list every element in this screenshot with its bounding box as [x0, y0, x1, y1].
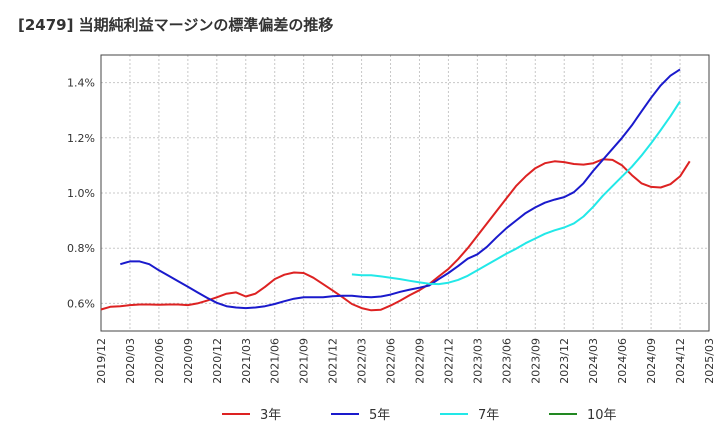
y-tick-label: 0.8% — [67, 242, 95, 255]
x-axis: 2019/12 2020/03 2020/06 2020/09 2020/12 2021/… — [95, 338, 716, 384]
legend-label: 10年 — [587, 408, 617, 423]
x-tick-label: 2024/12 — [674, 338, 687, 384]
x-tick-label: 2020/06 — [153, 338, 166, 384]
y-tick-label: 1.0% — [67, 187, 95, 200]
x-tick-label: 2020/03 — [124, 338, 137, 384]
grid — [101, 55, 709, 331]
plot-frame — [100, 54, 710, 332]
series-line-1 — [100, 158, 691, 312]
x-tick-label: 2023/03 — [471, 338, 484, 384]
y-tick-label: 1.2% — [67, 132, 95, 145]
x-tick-label: 2021/06 — [269, 338, 282, 384]
legend-label: 3年 — [260, 408, 281, 423]
x-tick-label: 2021/12 — [327, 338, 340, 384]
x-tick-label: 2022/03 — [356, 338, 369, 384]
x-tick-label: 2022/09 — [413, 338, 426, 384]
x-tick-label: 2024/03 — [587, 338, 600, 384]
series-layer — [100, 68, 691, 312]
x-tick-label: 2022/06 — [385, 338, 398, 384]
legend-label: 5年 — [369, 408, 390, 423]
x-tick-label: 2023/12 — [558, 338, 571, 384]
y-axis: 0.6% 0.8% 1.0% 1.2% 1.4% — [67, 77, 95, 311]
legend: 3年 5年 7年 10年 — [222, 408, 617, 423]
series-line-2 — [120, 68, 681, 310]
y-tick-label: 1.4% — [67, 77, 95, 90]
x-tick-label: 2023/06 — [500, 338, 513, 384]
x-tick-label: 2024/09 — [645, 338, 658, 384]
x-tick-label: 2021/09 — [298, 338, 311, 384]
x-tick-label: 2023/09 — [529, 338, 542, 384]
x-tick-label: 2019/12 — [95, 338, 108, 384]
x-tick-label: 2020/09 — [182, 338, 195, 384]
series-line-3 — [351, 100, 681, 286]
x-tick-label: 2020/12 — [211, 338, 224, 384]
x-tick-label: 2022/12 — [442, 338, 455, 384]
y-tick-label: 0.6% — [67, 297, 95, 310]
x-tick-label: 2021/03 — [240, 338, 253, 384]
legend-label: 7年 — [478, 408, 499, 423]
x-tick-label: 2024/06 — [616, 338, 629, 384]
x-tick-label: 2025/03 — [703, 338, 716, 384]
chart-title: [2479] 当期純利益マージンの標準偏差の推移 — [18, 16, 333, 34]
